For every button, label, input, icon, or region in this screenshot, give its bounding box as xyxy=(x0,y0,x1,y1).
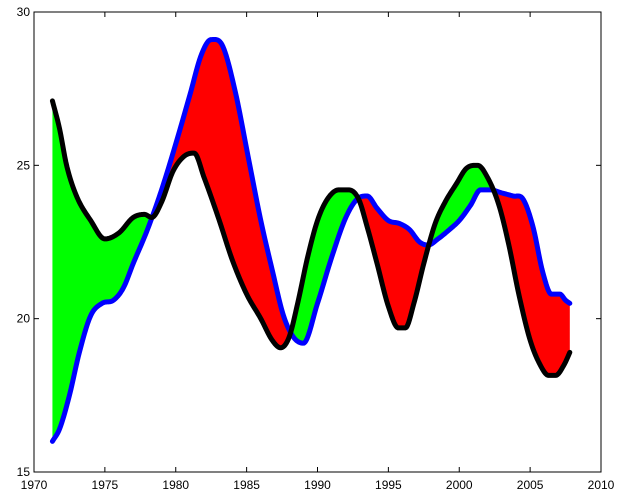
x-tick-label: 1985 xyxy=(233,478,260,492)
x-tick-label: 1990 xyxy=(304,478,331,492)
fill-region-red xyxy=(358,196,429,328)
x-tick-label: 1980 xyxy=(162,478,189,492)
y-tick-label: 20 xyxy=(17,312,31,326)
fill-region-red xyxy=(493,190,570,376)
x-tick-label: 1995 xyxy=(375,478,402,492)
x-tick-label: 2005 xyxy=(517,478,544,492)
x-tick-label: 1975 xyxy=(92,478,119,492)
series-line-blue xyxy=(49,36,573,444)
x-tick-label: 2000 xyxy=(446,478,473,492)
axis-ticks xyxy=(33,11,602,473)
y-tick-label: 30 xyxy=(17,5,31,19)
y-tick-label: 15 xyxy=(17,465,31,479)
series-lines xyxy=(49,36,573,444)
fill-region-red xyxy=(152,39,291,348)
x-tick-label: 2010 xyxy=(588,478,615,492)
tick-labels: 1970 1975 1980 1985 1990 1995 2000 2005 2010 15 20… xyxy=(17,5,615,492)
x-tick-label: 1970 xyxy=(21,478,48,492)
fill-region-green xyxy=(428,165,494,245)
y-tick-label: 25 xyxy=(17,158,31,172)
series-line-black xyxy=(49,98,573,378)
